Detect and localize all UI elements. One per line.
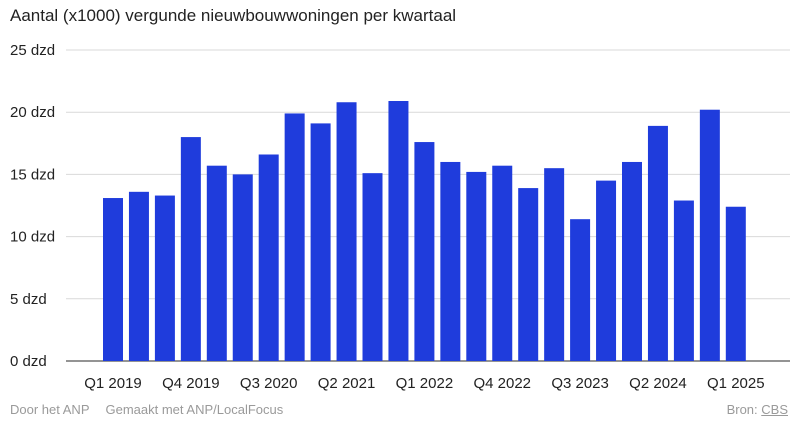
footer-source: Bron: CBS (727, 402, 788, 417)
x-tick-label: Q3 2020 (240, 375, 298, 392)
bar (699, 109, 720, 361)
bar (206, 165, 227, 361)
bar (570, 219, 591, 361)
bar (103, 198, 123, 361)
x-tick-label: Q2 2021 (318, 375, 376, 392)
x-tick-label: Q1 2019 (84, 375, 142, 392)
bar (596, 180, 617, 361)
x-axis-tick-labels: Q1 2019 Q4 2019 Q3 2020 Q2 2021 Q1 2022 Q4 20… (84, 375, 764, 392)
y-tick-label: 20 dzd (10, 104, 55, 121)
y-tick-label: 15 dzd (10, 166, 55, 183)
bar (673, 200, 694, 361)
bar (440, 161, 461, 361)
bar (388, 101, 409, 361)
x-tick-label: Q4 2022 (473, 375, 531, 392)
y-tick-label: 0 dzd (10, 353, 47, 370)
bar (647, 125, 668, 361)
bar (154, 195, 175, 361)
bar (258, 154, 279, 361)
chart-title: Aantal (x1000) vergunde nieuwbouwwoninge… (10, 6, 457, 25)
y-tick-label: 25 dzd (10, 42, 55, 59)
bar (336, 102, 357, 362)
footer-made-with: Gemaakt met ANP/LocalFocus (105, 402, 284, 417)
bar (544, 168, 565, 361)
x-tick-label: Q4 2019 (162, 375, 220, 392)
bar (310, 123, 331, 361)
x-tick-label: Q1 2025 (707, 375, 765, 392)
x-tick-label: Q1 2022 (396, 375, 454, 392)
footer-credits: Door het ANP Gemaakt met ANP/LocalFocus (10, 402, 283, 417)
y-axis-tick-labels: 0 dzd 5 dzd 10 dzd 15 dzd 20 dzd 25 dzd (10, 42, 55, 370)
x-tick-label: Q2 2024 (629, 375, 687, 392)
bar (284, 113, 305, 361)
bar (466, 171, 487, 361)
bar (622, 161, 642, 361)
source-label: Bron: (726, 402, 758, 417)
y-tick-label: 10 dzd (10, 229, 55, 246)
x-tick-label: Q3 2023 (551, 375, 609, 392)
bars (103, 101, 746, 362)
bar (725, 206, 746, 361)
bar (362, 173, 383, 361)
bar (128, 191, 149, 361)
bar (414, 142, 435, 361)
bar (518, 188, 539, 361)
bar (180, 137, 201, 361)
y-tick-label: 5 dzd (10, 291, 47, 308)
bar (492, 165, 513, 361)
footer-credit: Door het ANP (10, 402, 90, 417)
source-link[interactable]: CBS (761, 402, 788, 417)
bar (232, 174, 253, 361)
